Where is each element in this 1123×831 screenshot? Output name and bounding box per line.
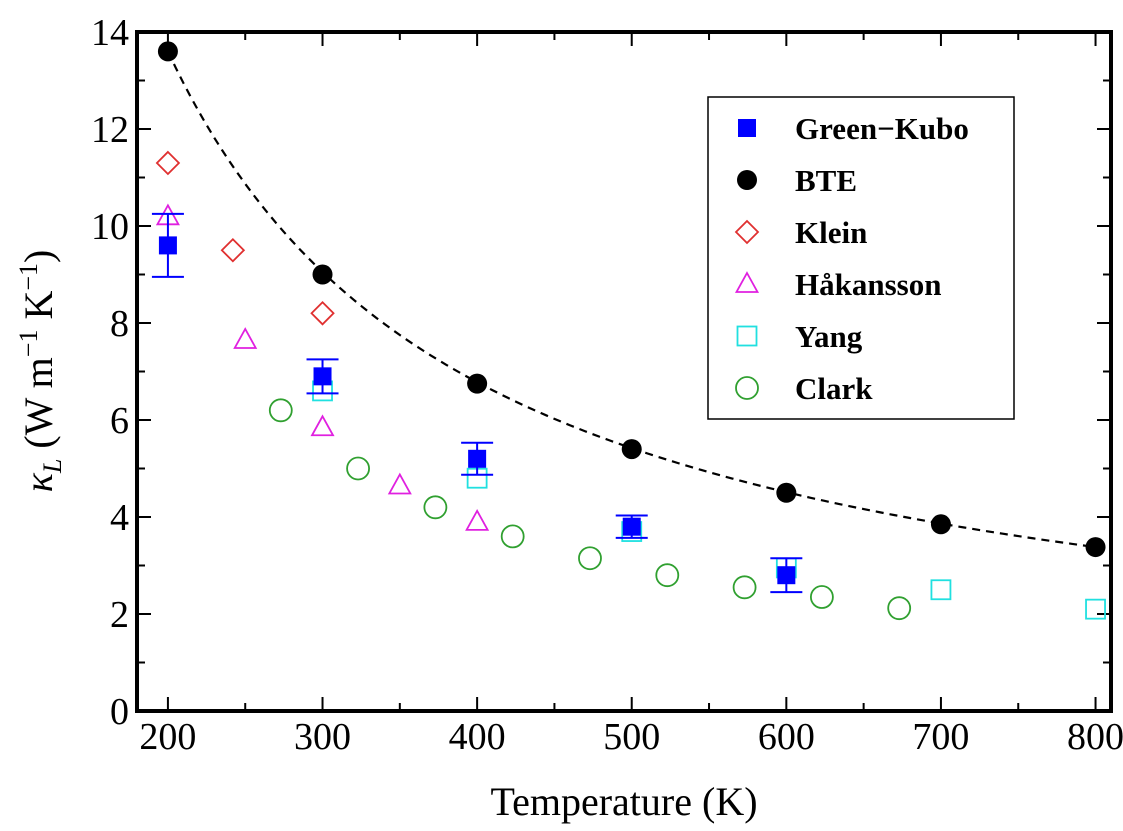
data-point <box>621 439 642 460</box>
data-point <box>732 575 757 600</box>
y-axis-exponent-1: −1 <box>14 330 43 358</box>
legend-marker <box>734 271 760 293</box>
x-tick-label: 800 <box>1067 716 1123 758</box>
data-point <box>655 563 680 588</box>
x-tick-label: 500 <box>603 716 660 758</box>
data-point <box>233 327 258 349</box>
y-tick-label: 14 <box>91 12 129 54</box>
data-point <box>930 579 952 601</box>
x-axis-title: Temperature (K) <box>490 779 757 824</box>
data-point <box>887 596 912 621</box>
data-point <box>220 237 246 263</box>
data-point <box>776 482 797 503</box>
series-open-diamond <box>155 150 335 326</box>
data-series <box>151 41 1106 621</box>
legend-label: BTE <box>795 163 857 198</box>
legend-marker <box>737 170 757 190</box>
legend-box <box>707 96 1015 420</box>
data-point <box>465 508 490 531</box>
data-point <box>467 373 488 394</box>
y-tick-label: 4 <box>110 497 129 539</box>
y-tick-label: 2 <box>110 594 129 636</box>
data-point <box>312 264 333 285</box>
data-point <box>468 449 487 468</box>
legend-label: Yang <box>795 319 863 354</box>
data-point <box>809 585 834 609</box>
data-point <box>310 301 335 326</box>
series-filled-square <box>151 212 803 594</box>
legend-label: Clark <box>795 371 873 406</box>
data-point <box>500 524 525 549</box>
data-point <box>155 150 181 176</box>
data-point <box>268 398 293 423</box>
y-tick-label: 0 <box>110 691 129 733</box>
x-tick-label: 400 <box>449 716 506 758</box>
data-point <box>622 517 641 536</box>
y-tick-label: 8 <box>110 303 129 345</box>
legend-items: Green−Kubo BTE Klein Håkansson Yang Clark <box>734 111 969 406</box>
x-tick-label: 700 <box>912 716 969 758</box>
data-point <box>158 236 177 255</box>
x-tick-label: 600 <box>758 716 815 758</box>
data-point <box>1085 598 1106 620</box>
series-open-circle <box>268 398 912 621</box>
data-point <box>930 514 951 535</box>
tick-labels: 200 300 400 500 600 700 800 0 2 4 6 8 10 12 14 <box>91 12 1123 758</box>
data-point <box>157 41 178 62</box>
x-tick-label: 200 <box>139 716 196 758</box>
legend-marker <box>736 325 758 347</box>
axis-ticks <box>137 31 1111 712</box>
y-axis-exponent-2: −1 <box>14 263 43 291</box>
series-filled-circle <box>157 41 1106 558</box>
y-axis-units-close: ) <box>16 250 61 263</box>
data-point <box>578 546 602 571</box>
data-point <box>310 414 335 437</box>
data-point <box>1085 537 1106 558</box>
data-point <box>423 495 448 520</box>
data-point <box>777 566 796 585</box>
y-axis-symbol: κ <box>16 472 61 492</box>
data-point <box>313 367 332 386</box>
legend-label: Green−Kubo <box>795 111 969 146</box>
y-axis-title: κL (W m−1 K−1) <box>14 250 67 493</box>
data-point <box>387 472 412 495</box>
y-tick-label: 12 <box>91 109 129 151</box>
legend-label: Klein <box>795 215 867 250</box>
legend-marker <box>738 119 756 137</box>
y-tick-label: 6 <box>110 400 129 442</box>
legend-marker <box>735 376 759 400</box>
y-tick-label: 10 <box>91 206 129 248</box>
legend: Green−Kubo BTE Klein Håkansson Yang Clark <box>707 96 1015 420</box>
y-axis-units-open: (W m <box>16 357 61 458</box>
y-axis-units-mid: K <box>16 291 61 330</box>
legend-label: Håkansson <box>795 267 941 302</box>
y-axis-subscript: L <box>38 459 67 474</box>
legend-marker <box>734 219 760 245</box>
data-point <box>346 456 370 481</box>
x-tick-label: 300 <box>294 716 351 758</box>
